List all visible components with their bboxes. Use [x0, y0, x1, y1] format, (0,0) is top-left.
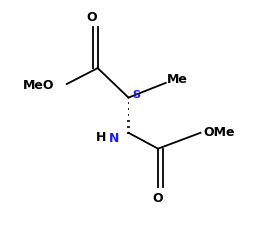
Text: H: H [96, 131, 107, 144]
Text: OMe: OMe [203, 126, 235, 139]
Text: Me: Me [167, 73, 187, 86]
Text: O: O [153, 192, 163, 205]
Text: N: N [109, 131, 120, 145]
Text: MeO: MeO [23, 79, 55, 92]
Text: O: O [86, 11, 97, 24]
Text: S: S [132, 90, 140, 100]
